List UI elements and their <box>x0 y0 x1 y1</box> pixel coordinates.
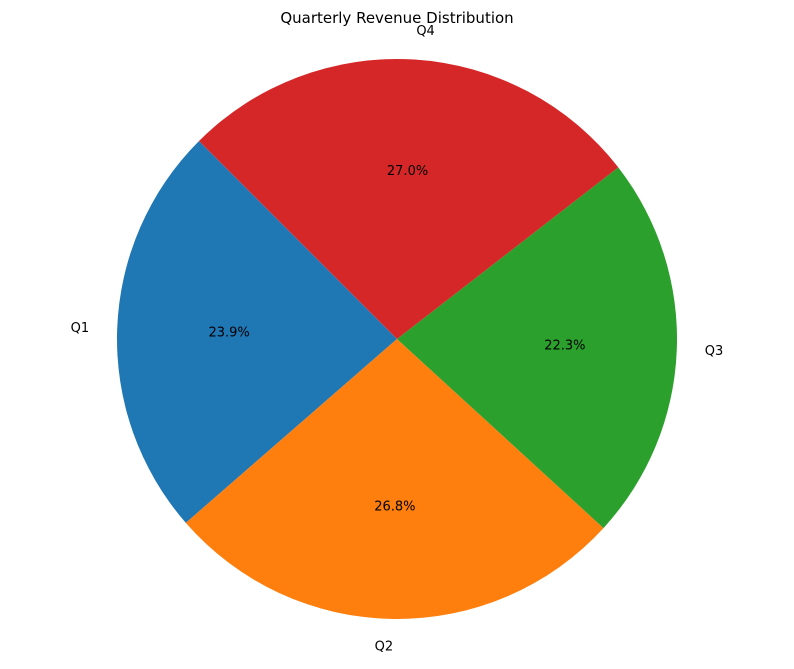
percent-label-q1: 23.9% <box>208 326 249 341</box>
percent-label-q2: 26.8% <box>374 499 415 514</box>
category-label-q2: Q2 <box>375 639 394 654</box>
category-label-q4: Q4 <box>416 24 435 39</box>
category-label-q1: Q1 <box>71 321 90 336</box>
pie-slice-q1 <box>117 141 397 523</box>
category-label-q3: Q3 <box>705 344 724 359</box>
percent-label-q3: 22.3% <box>544 338 585 353</box>
percent-label-q4: 27.0% <box>387 164 428 179</box>
pie-slice-q3 <box>397 167 677 529</box>
pie-slices <box>117 59 677 620</box>
chart-title: Quarterly Revenue Distribution <box>280 9 513 27</box>
pie-slice-q2 <box>185 339 604 620</box>
percent-labels: 23.9% 26.8% 22.3% 27.0% <box>208 164 585 515</box>
category-labels: Q1 Q2 Q3 Q4 <box>71 24 724 654</box>
pie-slice-q4 <box>199 59 619 339</box>
